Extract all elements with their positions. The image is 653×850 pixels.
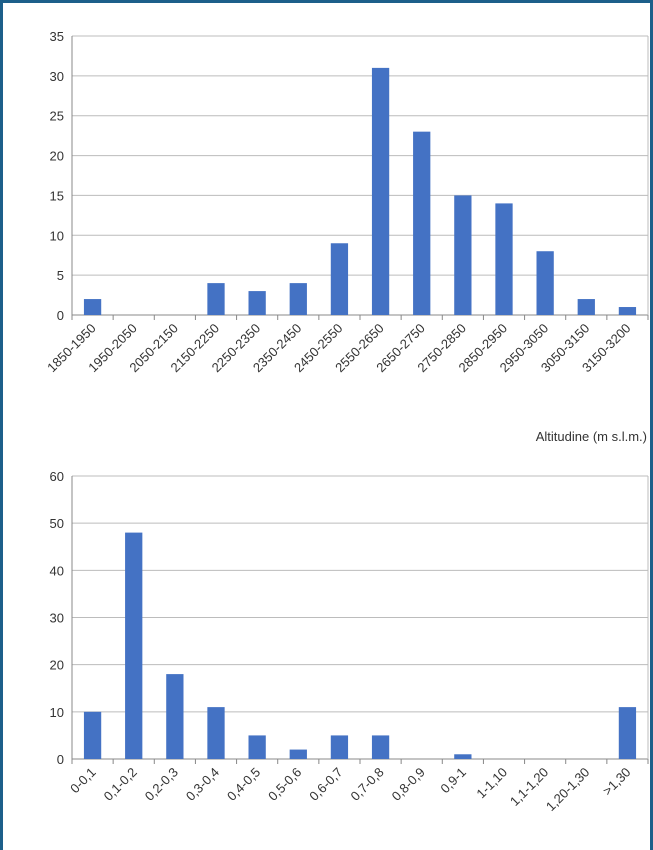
altitude-y-tick-label: 20: [50, 149, 64, 164]
second-y-tick-label: 30: [50, 611, 64, 626]
second-x-tick-label: 0,8-0,9: [389, 765, 428, 804]
altitude-histogram: 051015202530351850-19501950-20502050-215…: [44, 29, 649, 375]
altitude-bar: [454, 195, 472, 315]
second-x-tick-label: 1,20-1,30: [543, 765, 592, 814]
second-x-tick-label: 0,9-1: [437, 765, 469, 797]
second-y-tick-label: 60: [50, 469, 64, 484]
second-bar: [248, 735, 266, 759]
second-y-tick-label: 50: [50, 516, 64, 531]
second-bar: [371, 735, 390, 759]
second-x-tick-label: 1-1,10: [473, 765, 510, 802]
second-bar: [207, 707, 225, 759]
altitude-bar: [495, 203, 513, 315]
altitude-bar: [618, 307, 637, 315]
second-y-tick-label: 20: [50, 658, 64, 673]
altitude-bar: [536, 251, 554, 315]
altitude-y-tick-label: 5: [57, 268, 64, 283]
altitude-y-tick-label: 0: [57, 308, 64, 323]
second-x-tick-label: 0,3-0,4: [183, 765, 222, 804]
second-x-tick-label: 0-0,1: [67, 765, 99, 797]
second-x-tick-label: >1,30: [600, 765, 634, 799]
second-bar: [83, 711, 102, 759]
altitude-bar: [83, 299, 102, 315]
altitude-y-tick-label: 15: [50, 188, 64, 203]
second-x-tick-label: 0,6-0,7: [306, 765, 345, 804]
altitude-y-tick-label: 10: [50, 228, 64, 243]
altitude-y-tick-label: 25: [50, 109, 64, 124]
second-bar: [454, 754, 472, 759]
altitude-bar: [413, 131, 431, 315]
second-bar: [289, 749, 307, 759]
altitude-y-tick-label: 30: [50, 69, 64, 84]
altitude-bar: [330, 243, 349, 315]
altitude-bar: [371, 67, 390, 315]
second-bar: [618, 707, 637, 759]
second-x-tick-label: 0,1-0,2: [101, 765, 140, 804]
second-y-tick-label: 40: [50, 563, 64, 578]
second-x-tick-label: 0,2-0,3: [142, 765, 181, 804]
second-x-tick-label: 0,5-0,6: [265, 765, 304, 804]
second-x-tick-label: 0,7-0,8: [347, 765, 386, 804]
altitude-bar: [207, 283, 225, 315]
altitude-bar: [289, 283, 307, 315]
second-y-tick-label: 0: [57, 752, 64, 767]
second-bar: [330, 735, 349, 759]
altitude-x-axis-title: Altitudine (m s.l.m.): [536, 429, 647, 444]
second-x-tick-label: 0,4-0,5: [224, 765, 263, 804]
altitude-bar: [577, 299, 595, 315]
altitude-bar: [248, 291, 266, 315]
second-bar: [125, 532, 143, 759]
second-bar: [166, 674, 184, 759]
altitude-y-tick-label: 35: [50, 29, 64, 44]
second-y-tick-label: 10: [50, 705, 64, 720]
